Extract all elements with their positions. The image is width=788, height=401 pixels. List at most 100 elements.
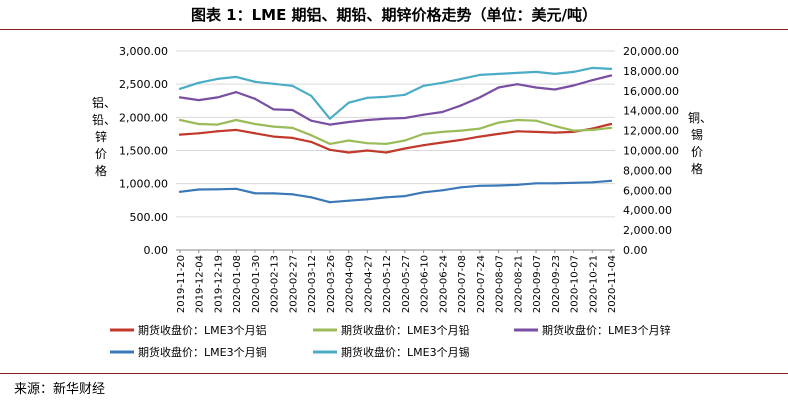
data-point-aluminum [197, 132, 200, 135]
data-point-tin [403, 93, 406, 96]
data-point-zinc [385, 117, 388, 120]
series-line-lead [178, 118, 613, 146]
data-point-copper [422, 191, 425, 194]
left-tick-label: 1,500.00 [119, 145, 168, 158]
data-point-tin [178, 87, 182, 90]
data-point-tin [609, 67, 613, 71]
data-point-tin [553, 72, 556, 75]
data-point-lead [516, 118, 519, 122]
data-point-tin [441, 81, 444, 84]
x-tick-label: 2019-12-19 [213, 255, 224, 313]
data-point-zinc [422, 113, 425, 116]
data-point-zinc [197, 98, 200, 102]
data-point-tin [216, 77, 219, 80]
x-tick-label: 2020-08-07 [495, 255, 506, 313]
data-point-zinc [609, 74, 613, 77]
right-tick-label: 18,000.00 [623, 65, 679, 78]
legend: 期货收盘价：LME3个月铝 期货收盘价：LME3个月铅 期货收盘价：LME3个月锌期… [110, 323, 671, 359]
data-point-lead [216, 123, 219, 126]
right-tick-label: 10,000.00 [623, 145, 679, 158]
data-point-zinc [347, 120, 350, 124]
data-point-zinc [591, 79, 594, 82]
data-point-lead [235, 118, 238, 122]
right-tick-label: 6,000.00 [623, 184, 672, 197]
data-point-aluminum [497, 132, 500, 136]
right-tick-label: 0.00 [623, 244, 648, 257]
data-point-copper [347, 199, 350, 202]
data-point-aluminum [478, 135, 481, 138]
data-point-tin [328, 117, 332, 120]
data-point-copper [478, 184, 481, 187]
y-axis-left-label: 铝、铅、锌价格 [92, 96, 117, 178]
legend-label: 期货收盘价：LME3个月铝 [138, 323, 267, 337]
data-point-lead [572, 129, 575, 132]
data-point-zinc [366, 118, 369, 122]
data-point-lead [291, 126, 294, 130]
data-point-lead [422, 132, 425, 136]
data-point-lead [253, 122, 257, 126]
data-point-copper [591, 181, 594, 184]
legend-label: 期货收盘价：LME3个月锡 [341, 345, 470, 359]
data-point-copper [366, 198, 369, 201]
data-point-zinc [328, 123, 332, 126]
data-point-aluminum [328, 148, 332, 151]
x-axis-ticks: 2019-11-20 2019-12-04 2019-12-19 2020-01-08… [176, 250, 618, 313]
data-point-aluminum [441, 141, 444, 144]
source-note: 来源：新华财经 [14, 382, 106, 397]
data-point-aluminum [385, 151, 388, 154]
x-tick-label: 2020-10-21 [588, 255, 599, 313]
series-line-aluminum [178, 122, 613, 154]
x-tick-label: 2020-04-09 [345, 255, 356, 313]
left-tick-label: 500.00 [130, 211, 169, 224]
left-tick-label: 0.00 [144, 244, 169, 257]
x-tick-label: 2020-05-27 [401, 255, 412, 313]
left-tick-label: 2,000.00 [119, 111, 168, 124]
series-lines [178, 66, 613, 204]
x-tick-label: 2020-03-26 [326, 255, 337, 313]
data-point-copper [459, 186, 463, 189]
series-aluminum [178, 122, 613, 154]
data-point-lead [591, 128, 594, 132]
right-tick-label: 20,000.00 [623, 45, 679, 58]
legend-label: 期货收盘价：LME3个月铅 [341, 323, 470, 337]
data-point-tin [366, 96, 369, 99]
data-point-aluminum [459, 138, 463, 141]
right-tick-label: 8,000.00 [623, 164, 672, 177]
data-point-lead [478, 127, 481, 130]
data-point-copper [497, 184, 500, 187]
data-point-lead [366, 142, 369, 145]
data-point-aluminum [403, 147, 406, 150]
title-divider [0, 29, 788, 30]
x-tick-label: 2020-08-21 [513, 255, 524, 313]
data-point-copper [235, 187, 238, 190]
data-point-zinc [403, 116, 406, 120]
data-point-aluminum [178, 133, 182, 136]
x-tick-label: 2019-11-20 [176, 255, 187, 313]
data-point-lead [441, 130, 444, 134]
data-point-zinc [441, 110, 444, 114]
data-point-zinc [291, 108, 294, 112]
left-tick-label: 2,500.00 [119, 78, 168, 91]
data-point-copper [328, 201, 332, 204]
data-point-tin [478, 73, 481, 76]
data-point-lead [347, 139, 350, 142]
footer-divider [0, 373, 788, 374]
data-point-copper [441, 189, 444, 192]
data-point-lead [178, 118, 182, 122]
x-tick-label: 2019-12-04 [195, 255, 206, 313]
right-tick-label: 2,000.00 [623, 224, 672, 237]
data-point-copper [534, 182, 538, 185]
legend-item-aluminum: 期货收盘价：LME3个月铝 [110, 323, 267, 337]
data-point-tin [385, 95, 388, 98]
x-tick-label: 2020-05-12 [382, 255, 393, 313]
data-point-lead [328, 142, 332, 145]
right-tick-label: 12,000.00 [623, 125, 679, 138]
data-point-aluminum [366, 149, 369, 152]
data-point-copper [253, 192, 257, 195]
data-point-copper [216, 188, 219, 191]
left-axis-ticks: 0.00 500.00 1,000.00 1,500.00 2,000.00 2,500.… [119, 45, 168, 257]
data-point-tin [572, 70, 575, 73]
x-tick-label: 2020-01-08 [232, 255, 243, 313]
data-point-zinc [553, 88, 556, 91]
data-point-aluminum [347, 151, 350, 154]
